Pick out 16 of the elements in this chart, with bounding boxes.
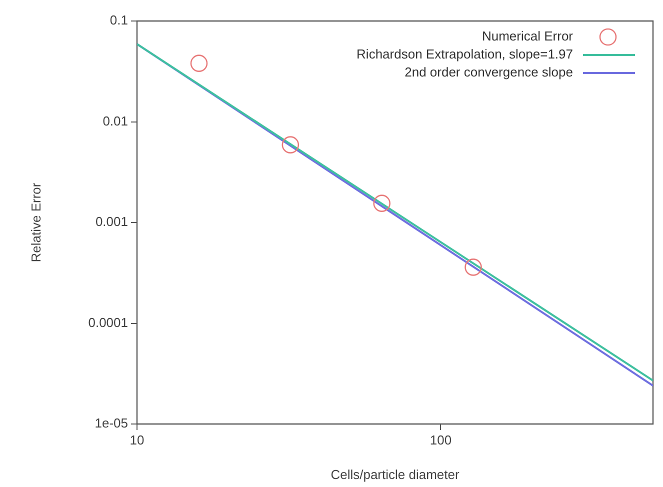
x-tick-label: 100	[430, 432, 452, 448]
point	[373, 194, 390, 212]
legend-label: 2nd order convergence slope	[404, 64, 573, 80]
y-axis-title: Relative Error	[28, 182, 44, 262]
legend-label: Richardson Extrapolation, slope=1.97	[356, 46, 573, 62]
point	[464, 258, 482, 276]
x-tick-label: 10	[130, 432, 144, 448]
point	[190, 54, 208, 72]
y-tick-label: 0.01	[102, 113, 128, 128]
y-tick-label: 1e-05	[94, 416, 128, 431]
y-tick-label: 0.0001	[88, 314, 128, 330]
x-axis-title: Cells/particle diameter	[330, 466, 460, 482]
legend-label: Numerical Error	[482, 28, 574, 44]
y-tick-label: 0.1	[110, 12, 128, 28]
y-tick-label: 0.001	[95, 214, 128, 230]
point	[282, 136, 300, 154]
